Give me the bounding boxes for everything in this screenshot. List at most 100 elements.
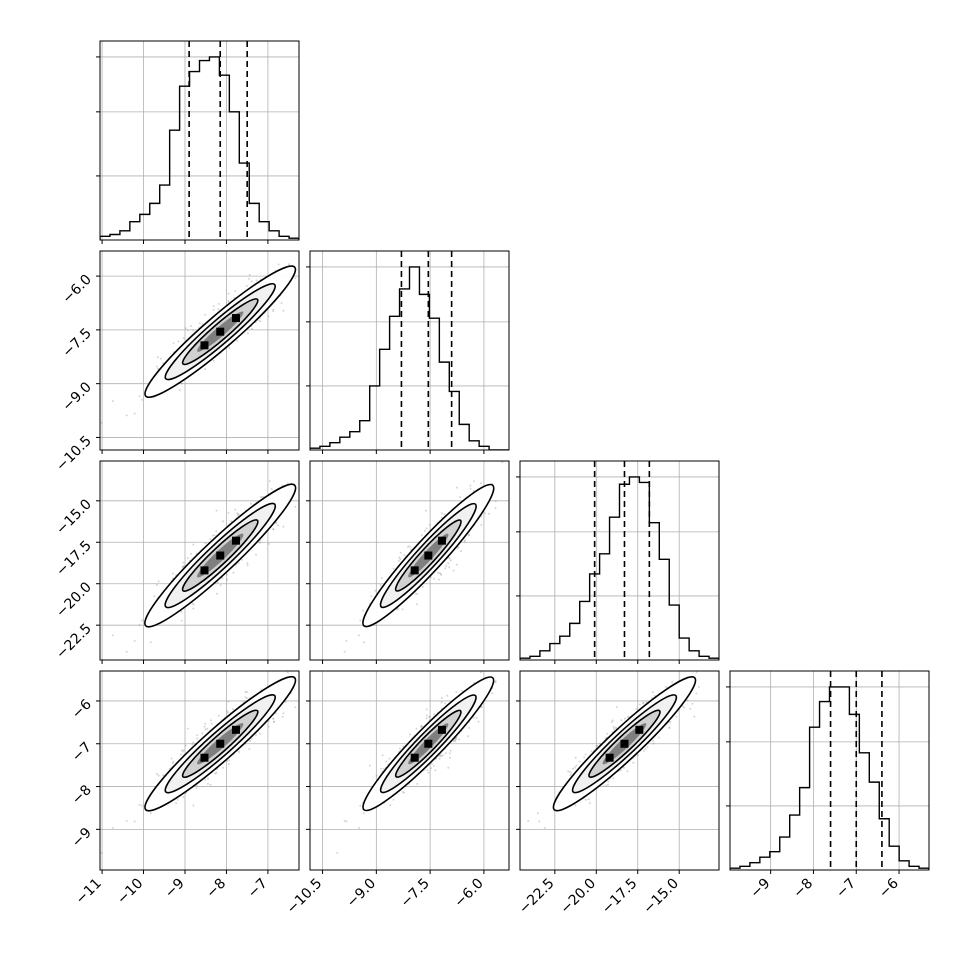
- scatter-point: [409, 733, 411, 736]
- panel-frame: [99, 40, 300, 241]
- x-tick-label: −8: [203, 876, 229, 902]
- scatter-point: [186, 557, 189, 559]
- scatter-point: [469, 484, 472, 487]
- scatter-point: [280, 302, 283, 305]
- scatter-point: [182, 565, 185, 568]
- scatter-point: [192, 741, 195, 744]
- scatter-point: [345, 639, 348, 642]
- scatter-point: [221, 577, 224, 580]
- scatter-point: [407, 545, 410, 548]
- scatter-point: [157, 774, 160, 777]
- scatter-point: [182, 561, 185, 564]
- scatter-point: [463, 540, 466, 543]
- scatter-point: [156, 773, 158, 776]
- scatter-point: [380, 767, 382, 770]
- scatter-point: [156, 365, 158, 368]
- scatter-point: [424, 530, 426, 533]
- scatter-point: [306, 461, 308, 463]
- scatter-point: [232, 571, 235, 574]
- scatter-point: [228, 759, 231, 762]
- scatter-point: [245, 697, 248, 699]
- scatter-point: [472, 716, 475, 719]
- scatter-point: [436, 571, 439, 574]
- scatter-point: [695, 692, 698, 695]
- scatter-point: [248, 748, 251, 750]
- scatter-point: [596, 744, 599, 747]
- scatter-point: [125, 414, 128, 417]
- scatter-point: [172, 572, 175, 575]
- scatter-point: [273, 720, 275, 723]
- scatter-point: [420, 534, 423, 537]
- scatter-point: [494, 507, 497, 509]
- scatter-point: [389, 804, 392, 807]
- scatter-point: [458, 738, 461, 741]
- scatter-point: [689, 707, 692, 710]
- scatter-point: [221, 766, 224, 769]
- scatter-point: [111, 400, 114, 403]
- scatter-point: [210, 722, 213, 725]
- scatter-point: [287, 263, 290, 266]
- scatter-point: [398, 556, 401, 559]
- x-tick-label: −10.5: [284, 876, 326, 918]
- scatter-point: [172, 760, 175, 763]
- x-tick-label: −7: [245, 876, 271, 902]
- scatter-point: [196, 737, 199, 740]
- scatter-point: [425, 527, 428, 530]
- scatter-point: [675, 715, 678, 718]
- scatter-point: [420, 726, 422, 729]
- histogram-step-2: [520, 476, 719, 660]
- scatter-point: [201, 732, 204, 735]
- scatter-point: [403, 791, 406, 794]
- scatter-point: [438, 757, 441, 760]
- scatter-point: [427, 771, 430, 774]
- scatter-point: [184, 327, 187, 330]
- scatter-point: [204, 313, 207, 316]
- scatter-point: [196, 734, 199, 737]
- scatter-point: [397, 560, 400, 562]
- scatter-point: [149, 641, 152, 644]
- scatter-point: [141, 619, 143, 622]
- scatter-point: [343, 819, 346, 822]
- scatter-point: [362, 812, 365, 815]
- density-panel-2-1: [306, 460, 510, 668]
- scatter-point: [399, 558, 402, 561]
- density-panel-2-0: −15.0−17.5−20.0−22.5: [53, 460, 308, 664]
- scatter-point: [475, 716, 478, 719]
- scatter-point: [282, 712, 285, 715]
- scatter-point: [438, 571, 441, 574]
- scatter-point: [181, 749, 183, 752]
- scatter-point: [259, 541, 262, 544]
- scatter-point: [204, 778, 207, 781]
- y-tick-label: −7.5: [59, 325, 94, 360]
- scatter-point: [438, 755, 441, 757]
- density-panel-3-1: −10.5 −9.0 −7.5 −6.0: [284, 670, 510, 918]
- scatter-point: [268, 480, 271, 483]
- scatter-point: [232, 708, 234, 711]
- scatter-point: [434, 769, 437, 772]
- scatter-point: [428, 716, 431, 718]
- scatter-point: [463, 539, 466, 542]
- scatter-point: [606, 732, 609, 735]
- scatter-point: [425, 714, 428, 717]
- scatter-point: [336, 666, 338, 668]
- y-tick-label: −9.0: [59, 379, 94, 414]
- scatter-point: [428, 715, 431, 718]
- scatter-point: [212, 309, 215, 311]
- scatter-point: [385, 760, 388, 763]
- scatter-point: [227, 299, 230, 302]
- scatter-point: [259, 732, 261, 735]
- scatter-point: [212, 359, 215, 362]
- scatter-point: [272, 717, 275, 720]
- scatter-point: [209, 783, 212, 786]
- panel-frame: [99, 250, 300, 451]
- scatter-point: [184, 744, 187, 747]
- scatter-point: [454, 740, 457, 742]
- scatter-point: [249, 740, 252, 742]
- scatter-point: [447, 562, 450, 565]
- density-panel-3-0: −11 −10 −9 −8 −7−6−7−8−9: [69, 670, 300, 908]
- density-core-cell: [410, 753, 419, 762]
- density-core-cell: [231, 314, 240, 323]
- panel-frame: [309, 670, 510, 871]
- scatter-point: [179, 753, 182, 756]
- scatter-point: [198, 322, 201, 325]
